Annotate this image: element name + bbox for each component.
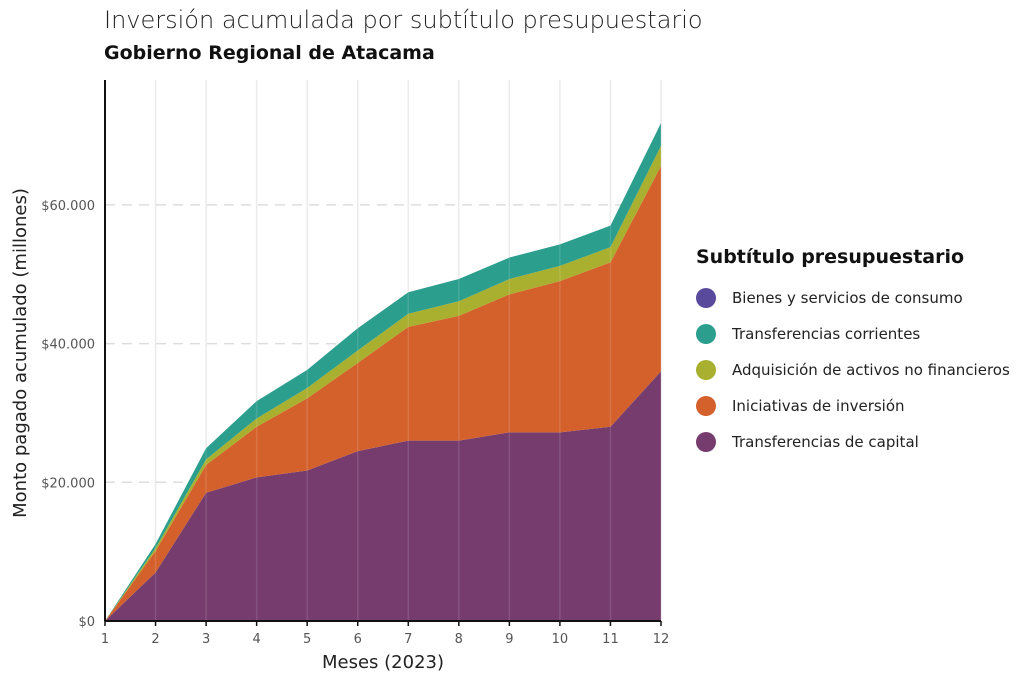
chart-title: Inversión acumulada por subtítulo presup… [104, 6, 703, 34]
chart-subtitle: Gobierno Regional de Atacama [104, 42, 435, 64]
legend-swatch [696, 396, 716, 416]
legend-item: Bienes y servicios de consumo [696, 280, 1016, 316]
legend: Subtítulo presupuestario Bienes y servic… [696, 246, 1016, 460]
x-tick-label-3: 3 [202, 632, 210, 647]
area-transferencias-de-capital [105, 371, 661, 621]
legend-swatch [696, 324, 716, 344]
x-tick-label-4: 4 [252, 632, 260, 647]
y-axis-title: Monto pagado acumulado (millones) [10, 188, 31, 518]
legend-item: Transferencias corrientes [696, 316, 1016, 352]
y-tick-label-40000: $40.000 [41, 338, 95, 353]
legend-swatch [696, 288, 716, 308]
x-tick-label-5: 5 [303, 632, 311, 647]
legend-item: Transferencias de capital [696, 424, 1016, 460]
x-tick-label-6: 6 [354, 632, 362, 647]
legend-title: Subtítulo presupuestario [696, 246, 965, 268]
x-tick-label-10: 10 [552, 632, 569, 647]
area-series [105, 80, 662, 621]
x-tick-label-9: 9 [505, 632, 513, 647]
x-axis-title: Meses (2023) [322, 652, 444, 673]
x-tick-label-7: 7 [404, 632, 412, 647]
legend-item: Adquisición de activos no financieros [696, 352, 1016, 388]
legend-label: Iniciativas de inversión [732, 397, 905, 415]
y-tick-label-20000: $20.000 [41, 476, 95, 491]
x-tick-label-11: 11 [602, 632, 619, 647]
area-iniciativas-de-inversion [105, 166, 661, 621]
x-tick-label-2: 2 [151, 632, 159, 647]
axes [104, 80, 661, 622]
legend-label: Adquisición de activos no financieros [732, 361, 1010, 379]
legend-label: Transferencias de capital [732, 433, 919, 451]
x-tick-label-8: 8 [455, 632, 463, 647]
legend-item: Iniciativas de inversión [696, 388, 1016, 424]
y-tick-label-60000: $60.000 [41, 199, 95, 214]
legend-label: Transferencias corrientes [732, 325, 921, 343]
tick-labels: 1 2 3 4 5 6 7 8 9 10 11 12$0$20.000$40.000$60.000 [41, 199, 669, 647]
legend-label: Bienes y servicios de consumo [732, 289, 963, 307]
y-tick-label-0: $0 [78, 615, 95, 630]
legend-swatch [696, 360, 716, 380]
legend-swatch [696, 432, 716, 452]
x-tick-label-12: 12 [653, 632, 670, 647]
legend-items: Bienes y servicios de consumo Transferenc… [696, 280, 1016, 460]
x-tick-label-1: 1 [101, 632, 109, 647]
